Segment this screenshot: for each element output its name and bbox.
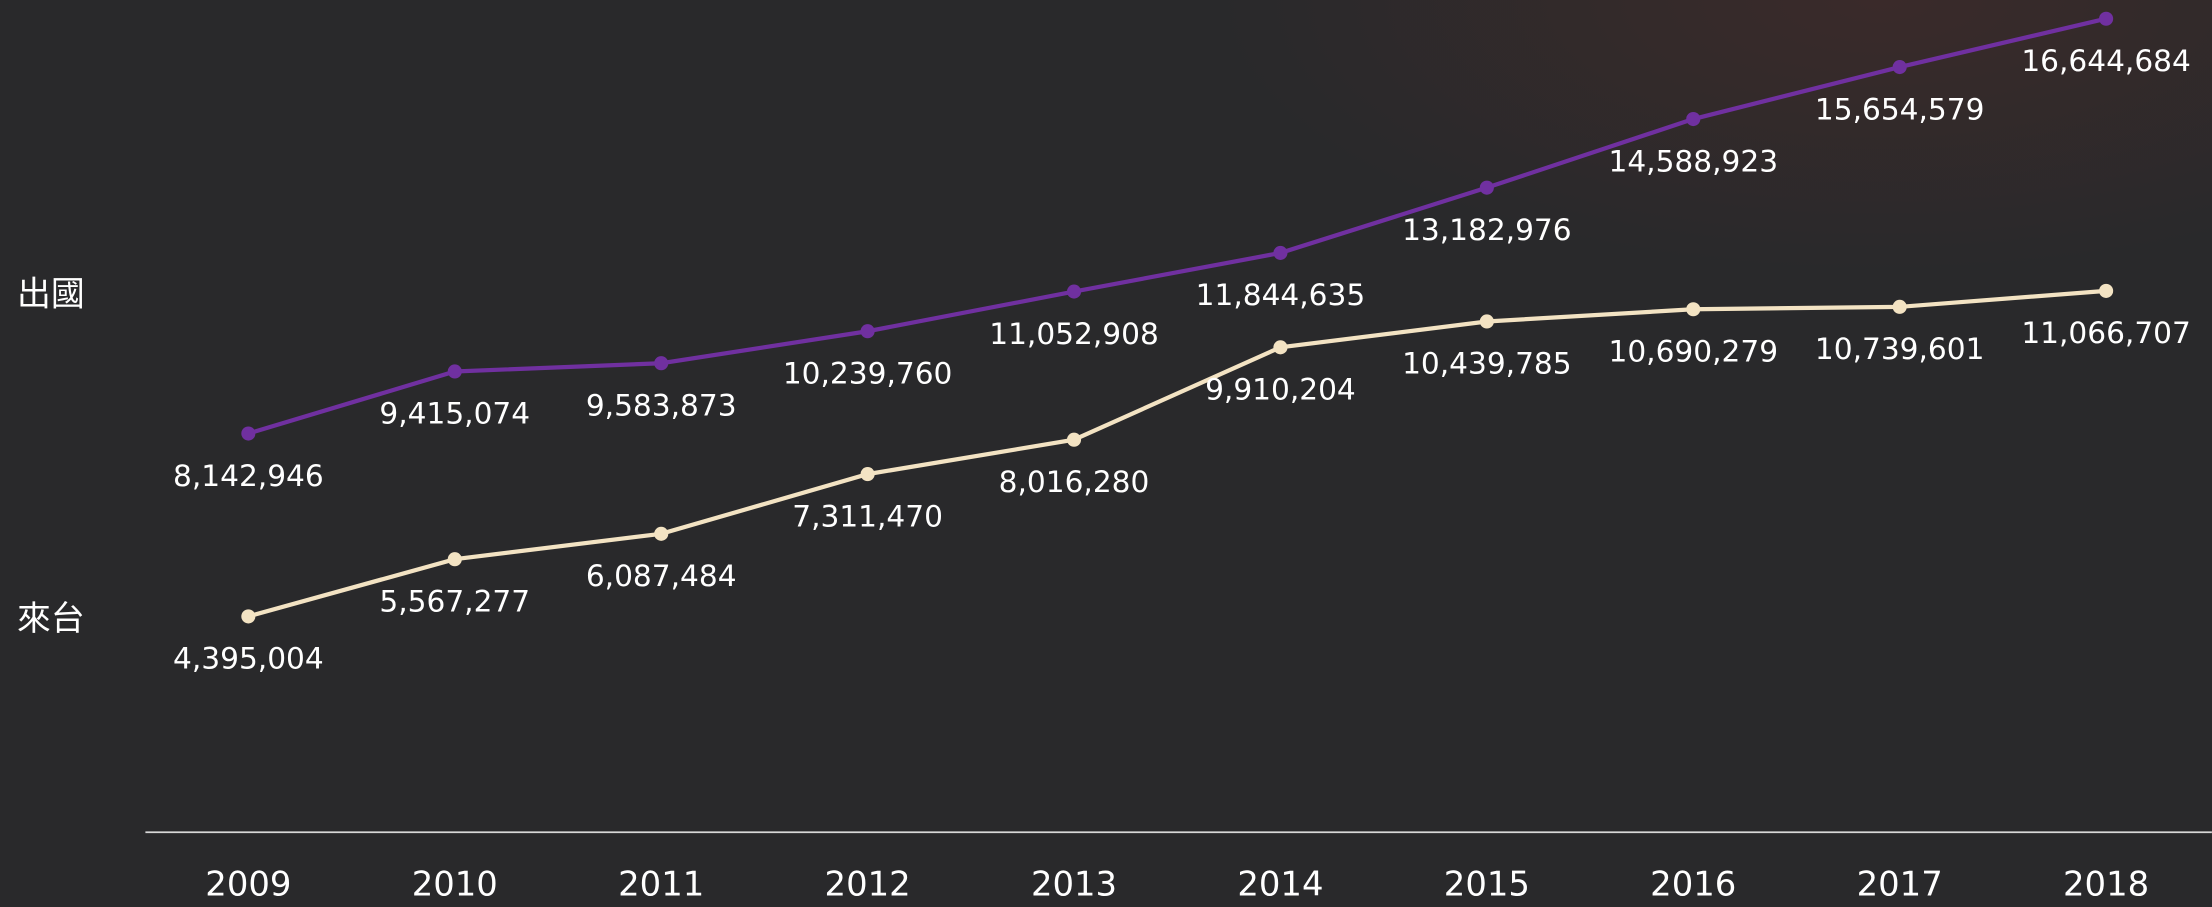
point: [2099, 283, 2114, 298]
data-label: 11,066,707: [2021, 316, 2191, 350]
data-label: 13,182,976: [1402, 213, 1572, 247]
point: [1686, 111, 1701, 127]
point: [1892, 59, 1907, 75]
point: [1479, 314, 1494, 329]
series-line: [247, 16, 2107, 436]
point: [241, 426, 256, 441]
data-label: 10,239,760: [783, 356, 953, 390]
x-tick-label: 2018: [2063, 864, 2149, 903]
data-label: 8,142,946: [173, 459, 324, 493]
point: [1892, 299, 1907, 314]
x-tick-label: 2009: [205, 864, 291, 903]
x-tick-label: 2016: [1650, 864, 1736, 903]
point: [1273, 340, 1288, 355]
point: [1066, 432, 1082, 447]
data-label: 10,739,601: [1815, 332, 1985, 366]
x-tick-label: 2013: [1031, 864, 1117, 903]
x-tick-label: 2010: [412, 864, 498, 903]
data-label: 11,052,908: [989, 317, 1159, 351]
point: [241, 609, 256, 624]
x-tick-label: 2012: [825, 864, 911, 903]
data-label: 4,395,004: [173, 642, 324, 676]
point: [447, 552, 462, 567]
data-label: 10,439,785: [1402, 347, 1572, 381]
point: [1479, 180, 1494, 195]
point: [654, 526, 669, 541]
point: [860, 467, 875, 482]
point: [1273, 245, 1288, 260]
data-label: 15,654,579: [1815, 92, 1985, 126]
data-label: 11,844,635: [1196, 278, 1366, 312]
data-label: 8,016,280: [999, 465, 1150, 499]
point: [860, 324, 875, 339]
point: [2099, 11, 2114, 26]
data-label: 9,415,074: [379, 397, 530, 431]
point: [447, 364, 462, 379]
data-label: 14,588,923: [1609, 144, 1779, 178]
data-label: 5,567,277: [379, 584, 530, 618]
x-tick-label: 2011: [618, 864, 704, 903]
series-label: 出國: [17, 275, 85, 314]
x-tick-label: 2017: [1857, 864, 1943, 903]
point: [654, 356, 669, 371]
series-line: [247, 288, 2107, 619]
data-label: 9,910,204: [1205, 373, 1356, 407]
x-tick-label: 2014: [1237, 864, 1323, 903]
point: [1686, 302, 1701, 317]
point: [1066, 284, 1082, 299]
data-label: 9,583,873: [586, 388, 737, 422]
x-tick-label: 2015: [1444, 864, 1530, 903]
data-label: 10,690,279: [1609, 334, 1779, 368]
series-label: 來台: [17, 599, 85, 638]
data-label: 16,644,684: [2021, 44, 2191, 78]
data-label: 6,087,484: [586, 559, 737, 593]
data-label: 7,311,470: [792, 499, 943, 533]
